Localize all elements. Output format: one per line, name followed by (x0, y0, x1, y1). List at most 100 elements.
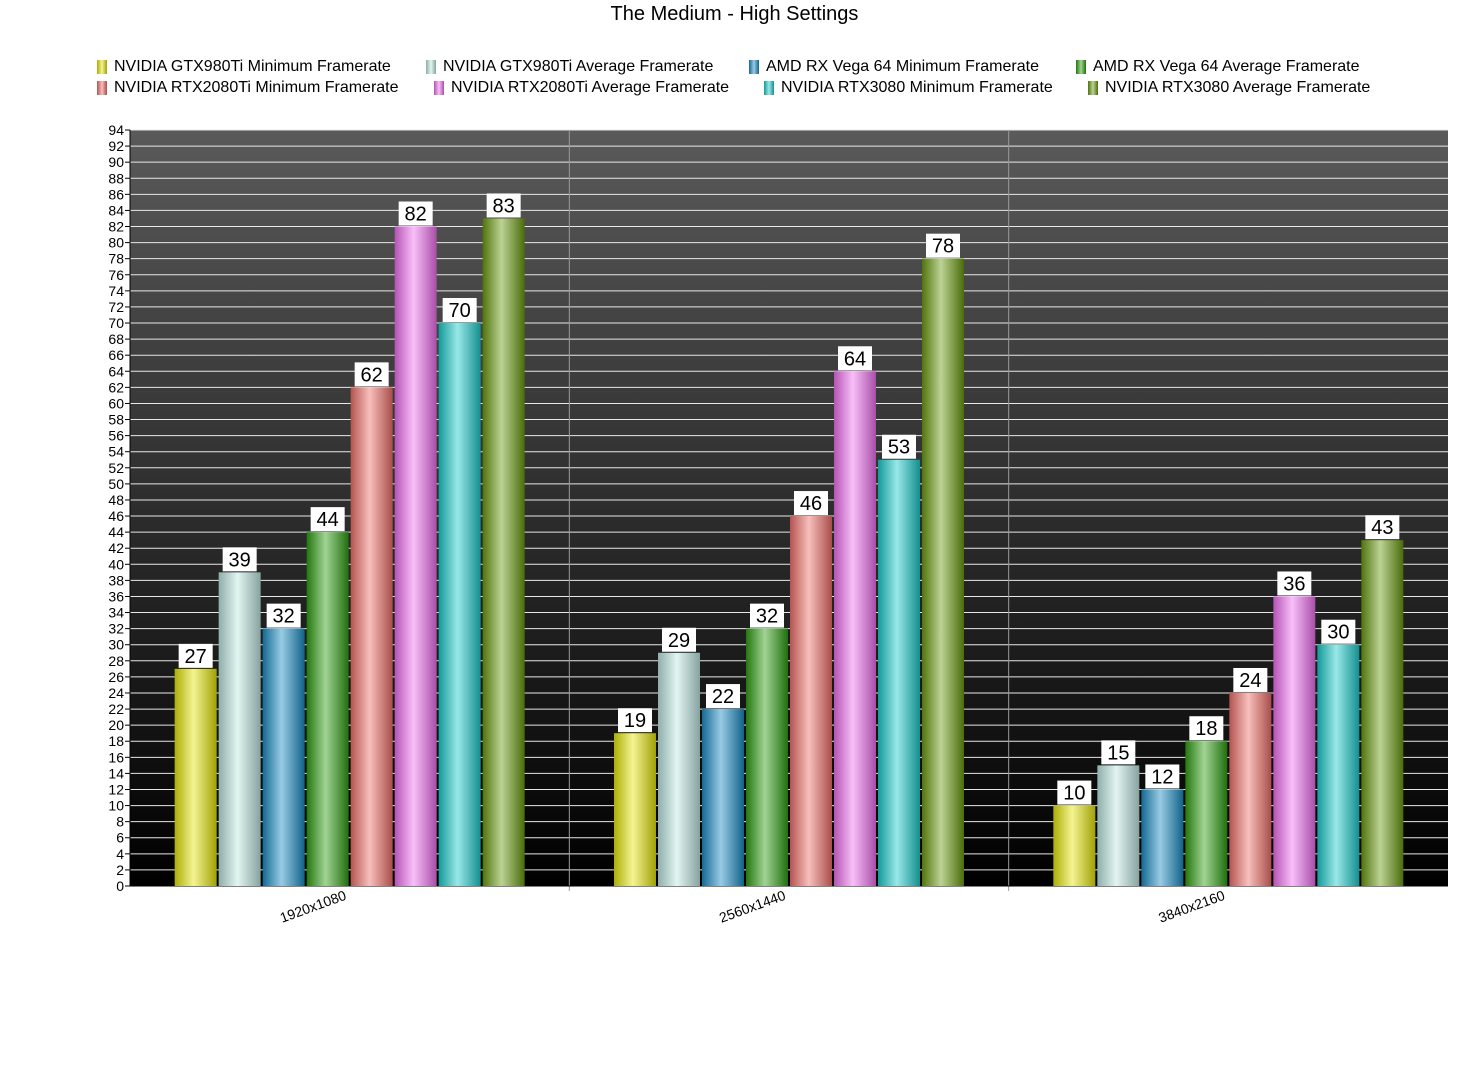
legend-item: NVIDIA GTX980Ti Minimum Framerate (97, 58, 391, 76)
bar (1185, 741, 1228, 886)
legend-swatch (764, 81, 774, 95)
data-label: 29 (668, 630, 690, 652)
legend-label: NVIDIA RTX3080 Minimum Framerate (781, 79, 1053, 96)
y-tick-label: 62 (108, 379, 124, 395)
y-tick-label: 58 (108, 412, 124, 428)
y-tick-label: 76 (108, 267, 124, 283)
legend-swatch (434, 81, 444, 95)
data-label-box (706, 684, 740, 709)
data-label-box (882, 434, 916, 459)
y-tick-label: 74 (108, 283, 124, 299)
data-label-box (354, 362, 389, 387)
legend-swatch (426, 60, 436, 74)
y-tick-label: 42 (108, 540, 124, 556)
y-tick-label: 4 (116, 846, 124, 862)
data-label-box (1057, 780, 1092, 805)
y-tick-label: 44 (108, 524, 124, 540)
bar (834, 371, 876, 886)
x-tick-label: 1920x1080 (278, 887, 349, 926)
data-label: 12 (1151, 766, 1173, 788)
y-tick-label: 14 (108, 765, 124, 781)
data-label: 43 (1371, 517, 1393, 539)
data-label-box (310, 507, 345, 532)
y-tick-label: 2 (116, 862, 124, 878)
data-label: 22 (712, 686, 734, 708)
y-tick-label: 72 (108, 299, 124, 315)
y-tick-label: 22 (108, 701, 124, 717)
bar (1229, 692, 1272, 886)
data-label: 64 (844, 348, 866, 370)
data-label: 78 (932, 236, 954, 258)
bar (878, 459, 920, 886)
data-label-box (1189, 716, 1224, 741)
y-tick-label: 86 (108, 186, 124, 202)
data-label-box (618, 708, 652, 733)
data-label: 18 (1195, 718, 1217, 740)
data-label: 32 (273, 606, 295, 628)
data-label-box (486, 193, 521, 218)
y-tick-label: 46 (108, 508, 124, 524)
bar (922, 258, 964, 886)
y-tick-label: 60 (108, 395, 124, 411)
bar (438, 323, 481, 887)
legend-item: AMD RX Vega 64 Average Framerate (1076, 58, 1360, 76)
data-label: 36 (1283, 573, 1305, 595)
y-tick-label: 6 (116, 830, 124, 846)
y-tick-label: 28 (108, 653, 124, 669)
data-label-box (1145, 764, 1180, 789)
y-tick-label: 56 (108, 428, 124, 444)
bar (1317, 644, 1360, 886)
legend-label: NVIDIA GTX980Ti Minimum Framerate (114, 58, 391, 75)
legend-label: NVIDIA RTX3080 Average Framerate (1105, 79, 1371, 96)
bar (1141, 789, 1184, 886)
y-tick-label: 80 (108, 235, 124, 251)
bar (218, 572, 261, 886)
y-tick-label: 90 (108, 154, 124, 170)
data-label-box (1321, 619, 1356, 644)
legend-label: NVIDIA RTX2080Ti Average Framerate (451, 79, 730, 96)
data-label-box (1365, 515, 1400, 540)
data-label: 44 (317, 509, 339, 531)
x-tick-label: 2560x1440 (717, 887, 788, 926)
data-label: 82 (405, 204, 427, 226)
y-tick-label: 24 (108, 685, 124, 701)
y-tick-label: 10 (108, 798, 124, 814)
data-label: 27 (185, 646, 207, 668)
y-tick-label: 54 (108, 444, 124, 460)
bar (1273, 596, 1316, 886)
bar (614, 733, 656, 886)
bar (702, 709, 744, 886)
data-label: 83 (493, 195, 515, 217)
data-label: 24 (1239, 670, 1261, 692)
data-label: 30 (1327, 622, 1349, 644)
bar (482, 218, 525, 886)
data-label-box (266, 603, 301, 628)
legend-swatch (1088, 81, 1098, 95)
data-label-box (1101, 740, 1136, 765)
legend-item: NVIDIA RTX3080 Average Framerate (1088, 79, 1370, 97)
data-label-box (926, 233, 960, 258)
y-tick-label: 18 (108, 733, 124, 749)
bar (658, 652, 700, 886)
y-tick-label: 48 (108, 492, 124, 508)
y-tick-label: 78 (108, 251, 124, 267)
legend-label: AMD RX Vega 64 Minimum Framerate (766, 58, 1039, 75)
legend-item: NVIDIA RTX3080 Minimum Framerate (764, 79, 1053, 97)
legend-item: AMD RX Vega 64 Minimum Framerate (749, 58, 1039, 76)
y-tick-label: 92 (108, 138, 124, 154)
legend-swatch (97, 60, 107, 74)
legend-swatch (1076, 60, 1086, 74)
y-tick-label: 16 (108, 749, 124, 765)
legend-item: NVIDIA RTX2080Ti Average Framerate (434, 79, 729, 97)
data-label-box (794, 491, 828, 516)
y-tick-label: 68 (108, 331, 124, 347)
y-tick-label: 20 (108, 717, 124, 733)
y-tick-label: 82 (108, 219, 124, 235)
y-tick-label: 32 (108, 621, 124, 637)
x-tick-label: 3840x2160 (1156, 887, 1227, 926)
data-label: 62 (361, 364, 383, 386)
data-label-box (442, 298, 477, 323)
bar (746, 628, 788, 886)
y-tick-label: 30 (108, 637, 124, 653)
